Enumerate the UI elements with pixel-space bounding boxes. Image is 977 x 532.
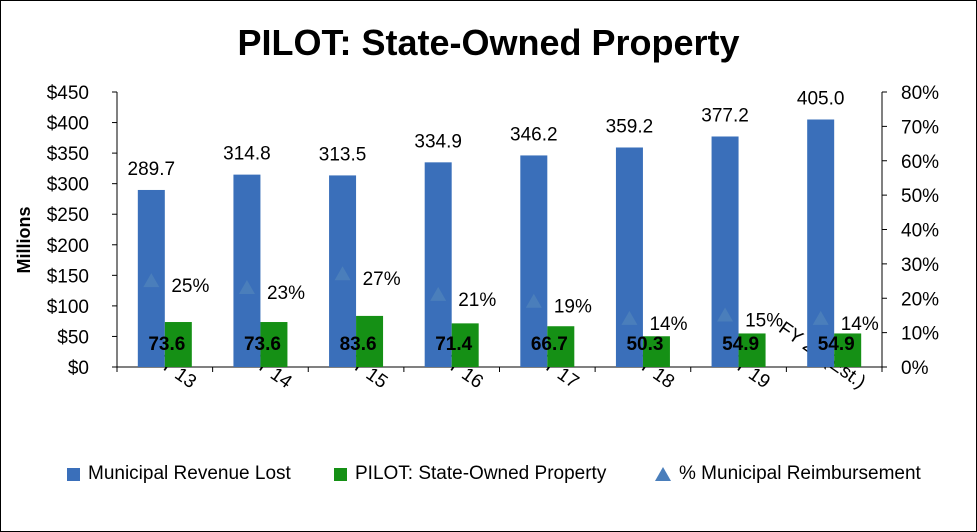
data-label-reimbursement: 27% xyxy=(363,269,401,290)
y-tick-label-left: $300 xyxy=(47,175,89,196)
data-label-revenue-lost: 405.0 xyxy=(797,89,845,110)
data-label-reimbursement: 23% xyxy=(267,283,305,304)
data-label-revenue-lost: 314.8 xyxy=(223,144,271,165)
y-tick-label-right: 0% xyxy=(901,358,929,379)
data-label-reimbursement: 15% xyxy=(745,310,783,331)
legend-triangle-icon xyxy=(655,467,671,481)
chart-title: PILOT: State-Owned Property xyxy=(237,22,740,63)
legend-item-pilot: PILOT: State-Owned Property xyxy=(334,463,606,485)
legend-item-revenue-lost: Municipal Revenue Lost xyxy=(67,463,291,485)
y-tick-label-left: $0 xyxy=(68,358,89,379)
data-label-pilot: 50.3 xyxy=(626,334,663,355)
legend-label-reimbursement: % Municipal Reimbursement xyxy=(679,463,921,484)
legend-swatch-pilot xyxy=(334,467,347,481)
data-label-revenue-lost: 346.2 xyxy=(510,124,558,145)
y-tick-label-left: $200 xyxy=(47,236,89,257)
data-label-revenue-lost: 289.7 xyxy=(128,159,176,180)
y-tick-label-left: $250 xyxy=(47,205,89,226)
y-tick-label-right: 10% xyxy=(901,324,939,345)
marker-reimbursement xyxy=(717,307,734,322)
bar-pilot xyxy=(834,333,862,367)
bar-pilot xyxy=(738,333,766,367)
legend-item-reimbursement: % Municipal Reimbursement xyxy=(655,463,921,485)
bar-revenue-lost xyxy=(615,147,643,367)
data-label-pilot: 73.6 xyxy=(148,334,185,355)
data-label-reimbursement: 14% xyxy=(841,314,879,335)
data-label-revenue-lost: 377.2 xyxy=(701,105,749,126)
bar-pilot xyxy=(356,315,384,367)
marker-reimbursement xyxy=(143,273,160,288)
bar-revenue-lost xyxy=(807,119,835,367)
y-tick-label-right: 40% xyxy=(901,221,939,242)
y-tick-label-left: $450 xyxy=(47,83,89,104)
data-label-pilot: 83.6 xyxy=(340,334,377,355)
y-tick-label-right: 80% xyxy=(901,83,939,104)
marker-reimbursement xyxy=(238,279,255,294)
bar-pilot xyxy=(642,336,670,367)
y-tick-label-left: $350 xyxy=(47,144,89,165)
data-label-pilot: 73.6 xyxy=(244,334,281,355)
marker-reimbursement xyxy=(334,266,351,281)
y-tick-label-right: 20% xyxy=(901,289,939,310)
bar-pilot xyxy=(547,326,575,367)
data-label-pilot: 66.7 xyxy=(531,334,568,355)
chart-legend: Municipal Revenue Lost PILOT: State-Owne… xyxy=(0,463,977,493)
y-tick-label-right: 30% xyxy=(901,255,939,276)
data-label-revenue-lost: 359.2 xyxy=(606,116,654,137)
legend-swatch-revenue-lost xyxy=(67,467,80,481)
marker-reimbursement xyxy=(430,286,447,301)
legend-label-revenue-lost: Municipal Revenue Lost xyxy=(88,463,291,484)
y-tick-label-left: $400 xyxy=(47,114,89,135)
y-tick-label-right: 60% xyxy=(901,152,939,173)
y-tick-label-left: $50 xyxy=(57,327,89,348)
data-label-pilot: 54.9 xyxy=(818,334,855,355)
data-label-reimbursement: 19% xyxy=(554,297,592,318)
data-label-pilot: 54.9 xyxy=(722,334,759,355)
y-axis-title: Millions xyxy=(14,207,34,274)
bar-pilot xyxy=(164,322,192,367)
bar-revenue-lost xyxy=(424,162,452,367)
bar-pilot xyxy=(260,322,288,367)
bar-pilot xyxy=(451,323,479,367)
y-tick-label-right: 50% xyxy=(901,186,939,207)
bar-revenue-lost xyxy=(520,155,548,367)
y-tick-label-right: 70% xyxy=(901,117,939,138)
marker-reimbursement xyxy=(525,293,542,308)
y-tick-label-left: $150 xyxy=(47,266,89,287)
data-label-reimbursement: 25% xyxy=(171,276,209,297)
data-label-revenue-lost: 313.5 xyxy=(319,144,367,165)
bar-revenue-lost xyxy=(233,174,261,367)
data-label-revenue-lost: 334.9 xyxy=(414,131,462,152)
marker-reimbursement xyxy=(621,310,638,325)
data-label-reimbursement: 14% xyxy=(649,314,687,335)
marker-reimbursement xyxy=(812,310,829,325)
data-label-pilot: 71.4 xyxy=(435,334,472,355)
bar-revenue-lost xyxy=(711,136,739,367)
legend-label-pilot: PILOT: State-Owned Property xyxy=(355,463,607,484)
data-label-reimbursement: 21% xyxy=(458,290,496,311)
y-tick-label-left: $100 xyxy=(47,297,89,318)
